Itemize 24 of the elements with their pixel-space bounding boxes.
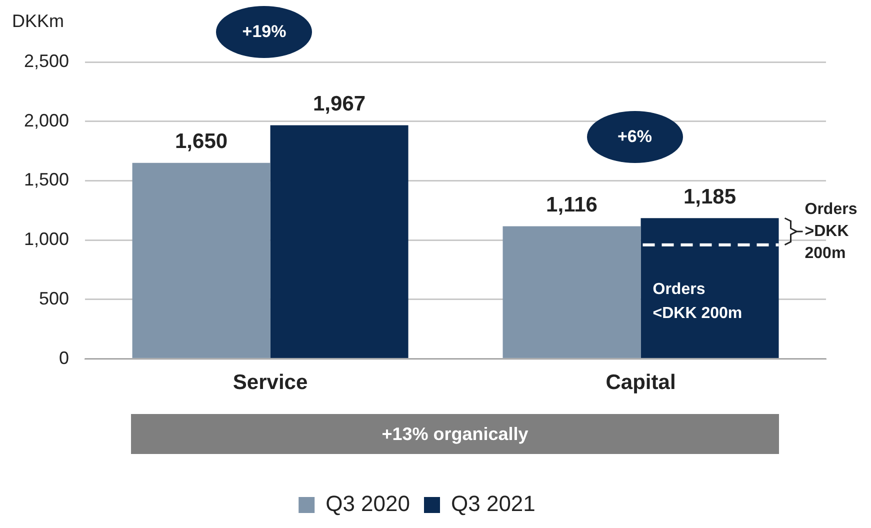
annotation: Orders >DKK 200m [804, 200, 858, 262]
y-tick-label: 1,500 [24, 170, 70, 190]
bar [640, 218, 779, 358]
data-label: 1,185 [683, 185, 736, 208]
y-tick-label: 500 [38, 288, 70, 308]
oval-badge: +6% [586, 110, 683, 163]
data-label: 1,650 [175, 130, 228, 154]
y-tick-label: 1,000 [24, 229, 70, 250]
data-label: 1,967 [313, 92, 366, 116]
y-tick-label: 0 [59, 348, 70, 368]
y-axis-title: DKKm [12, 10, 64, 31]
data-label: 1,116 [546, 194, 598, 217]
y-tick-label: 2,500 [24, 50, 70, 71]
x-tick-label: Service [232, 371, 308, 394]
bar [132, 162, 270, 358]
y-tick-label: 2,000 [24, 110, 70, 130]
x-tick-label: Capital [606, 371, 676, 394]
legend-label: Q3 2021 [451, 491, 536, 516]
annotation: Orders <DKK 200m [652, 281, 742, 322]
bar [502, 226, 641, 358]
oval-badge: +19% [216, 6, 312, 58]
banner: +13% organically [131, 414, 779, 454]
legend-label: Q3 2020 [326, 491, 410, 516]
bar [270, 125, 408, 358]
